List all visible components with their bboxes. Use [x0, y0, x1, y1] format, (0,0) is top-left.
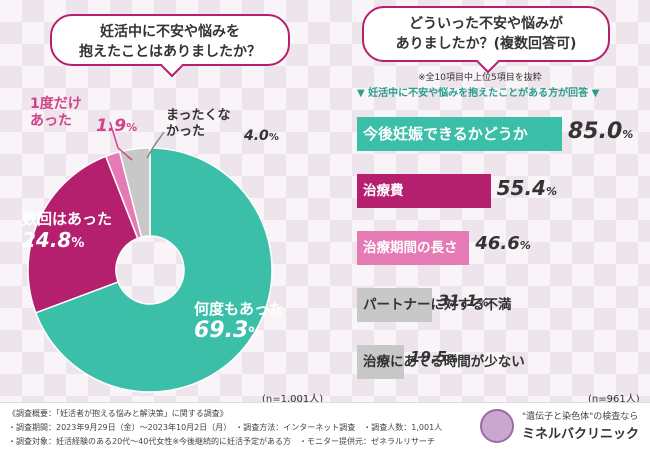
bar-item-4: パートナーに対する不満 [357, 288, 512, 322]
bar-item-1: 今後妊娠できるかどうか [357, 117, 562, 151]
pie-slice-several-times [27, 155, 139, 314]
brand-name: ミネルバクリニック [522, 427, 640, 442]
bar-value-3-unit: % [519, 239, 531, 252]
bar-value-1-unit: % [622, 128, 634, 141]
survey-footer: 《調査概要：「妊活者が抱える悩みと解決策」に関する調査》 ・調査期間：2023年… [0, 402, 650, 450]
bar-value-4-unit: % [477, 296, 489, 309]
right-sample-size: (n=961人) [588, 394, 640, 405]
bar-value-2-num: 55.4 [496, 176, 546, 200]
footer-line-2: ・調査期間：2023年9月29日（金）〜2023年10月2日（月） ・調査方法：… [8, 423, 443, 432]
pie-slice-many-times [34, 147, 273, 393]
footer-line-3: ・調査対象：妊活経験のある20代〜40代女性※今後継続的に妊活予定がある方 ・モ… [8, 437, 436, 446]
pie-label-many-times: 何度もあった 69.3% [194, 300, 284, 344]
bar-item-3: 治療期間の長さ [357, 231, 470, 265]
bar-value-2: 55.4% [497, 176, 557, 200]
pie-label-never-text: まったくなかった [166, 108, 231, 139]
pie-label-once-unit: % [126, 121, 138, 134]
pie-label-many-times-text: 何度もあった [194, 300, 285, 318]
pie-label-never-pct: 4.0 [244, 128, 269, 144]
bar-label-4: パートナーに対する不満 [363, 297, 512, 313]
brand-tagline: "遺伝子と染色体"の検査なら [522, 412, 639, 422]
right-note-respondents: ▼ 妊活中に不安や悩みを抱えたことがある方が回答 ▼ [357, 88, 600, 99]
leader-line-never [146, 131, 165, 159]
pie-label-once: 1度だけあった 1.9% [30, 96, 140, 136]
pie-label-many-times-pct: 69.3 [194, 318, 249, 343]
bar-value-5: 19.5% [410, 348, 458, 366]
bar-value-1: 85.0% [568, 119, 633, 144]
bar-value-4: 31.1% [438, 291, 489, 310]
bar-label-2: 治療費 [363, 183, 404, 199]
leader-line-once [109, 121, 133, 161]
bar-label-3: 治療期間の長さ [363, 240, 458, 256]
pie-label-several-times-text: 数回はあった [22, 210, 113, 228]
donut-chart [27, 121, 273, 393]
bar-label-5: 治療にあてる時間が少ない [363, 354, 525, 370]
pie-label-once-pct: 1.9 [96, 116, 127, 136]
bar-value-1-num: 85.0 [568, 119, 623, 144]
pie-label-never: まったくなかった 4.0% [166, 108, 286, 144]
right-note-top5: ※全10項目中上位5項目を抜粋 [418, 73, 542, 83]
bar-item-2: 治療費 [357, 174, 491, 208]
bar-value-5-num: 19.5 [410, 348, 448, 366]
pie-label-several-times-unit: % [71, 236, 85, 251]
pie-label-several-times: 数回はあった 24.8% [22, 210, 112, 252]
bar-value-3-num: 46.6 [475, 233, 520, 254]
bar-item-5: 治療にあてる時間が少ない [357, 345, 525, 379]
right-question-line2: ありましたか？(複数回答可) [395, 36, 577, 52]
right-question-bubble: どういった不安や悩みが ありましたか？(複数回答可) [362, 6, 610, 74]
footer-line-1: 《調査概要：「妊活者が抱える悩みと解決策」に関する調査》 [8, 409, 228, 418]
pie-label-many-times-unit: % [248, 325, 263, 341]
bar-value-5-unit: % [447, 352, 459, 365]
bar-label-1: 今後妊娠できるかどうか [363, 125, 528, 143]
bar-value-3: 46.6% [475, 233, 530, 254]
pie-label-several-times-pct: 24.8 [22, 228, 72, 252]
left-question-bubble: 妊活中に不安や悩みを 抱えたことはありましたか？ [50, 14, 290, 78]
bar-value-4-num: 31.1 [438, 291, 478, 310]
bar-value-2-unit: % [545, 185, 557, 198]
clinic-logo-icon [480, 409, 514, 443]
left-question-line2: 抱えたことはありましたか？ [79, 44, 261, 60]
left-question-line1: 妊活中に不安や悩みを [100, 24, 240, 40]
left-sample-size: (n=1,001人) [262, 394, 324, 405]
pie-slice-never [118, 147, 151, 238]
right-question-line1: どういった不安や悩みが [409, 16, 563, 32]
pie-label-once-text: 1度だけあった [30, 96, 82, 129]
pie-label-never-unit: % [268, 132, 279, 143]
